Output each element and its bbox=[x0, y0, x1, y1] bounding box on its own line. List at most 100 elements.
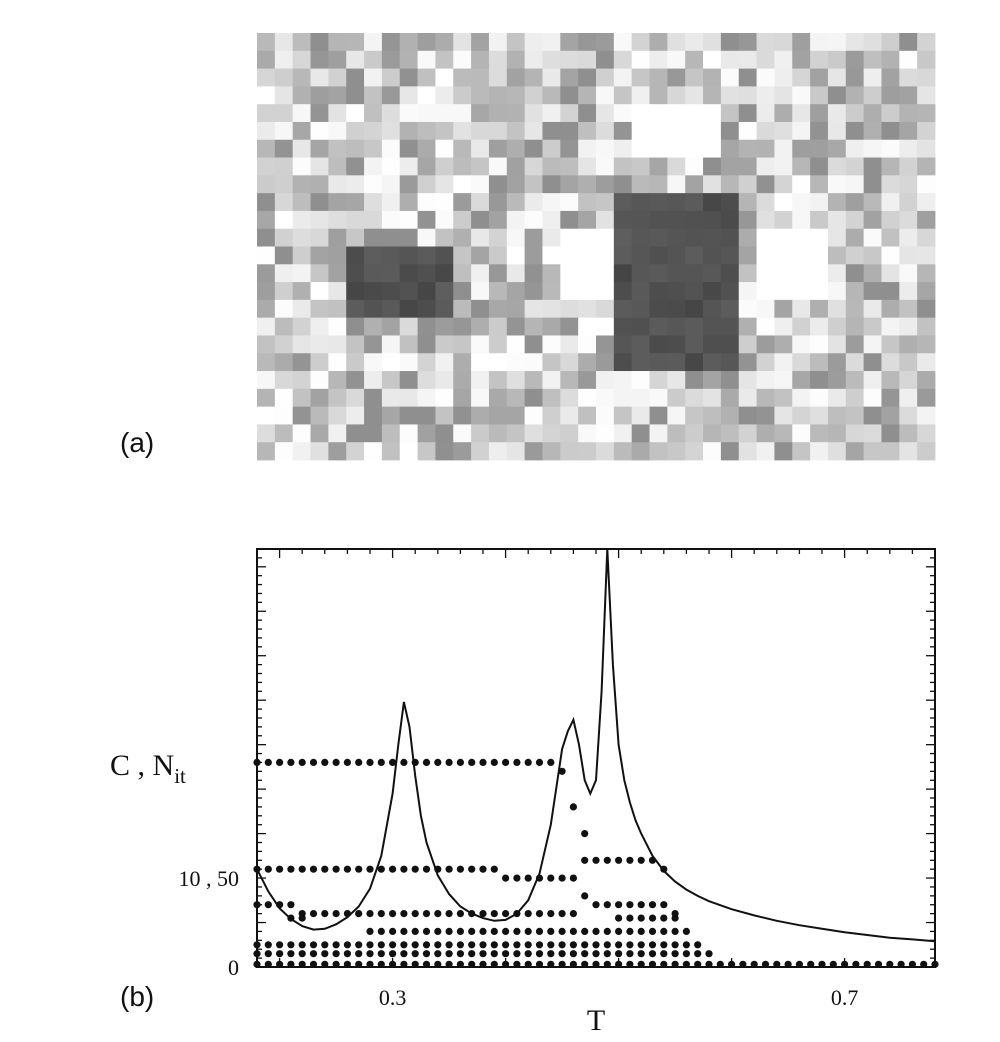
heatmap-cell bbox=[917, 299, 936, 319]
heatmap-cell bbox=[649, 299, 668, 319]
data-point bbox=[502, 874, 510, 882]
heatmap-cell bbox=[310, 335, 329, 354]
data-point bbox=[490, 865, 498, 873]
data-point bbox=[276, 758, 284, 767]
heatmap-cell bbox=[917, 442, 936, 461]
data-point bbox=[411, 960, 419, 968]
heatmap-cell bbox=[542, 121, 561, 141]
data-point bbox=[897, 960, 905, 968]
data-point bbox=[569, 950, 578, 958]
heatmap-cell bbox=[917, 121, 936, 141]
heatmap-cell bbox=[845, 388, 865, 408]
heatmap-cell bbox=[399, 299, 418, 319]
heatmap-cell bbox=[703, 388, 722, 408]
heatmap-cell bbox=[774, 442, 793, 461]
heatmap-cell bbox=[310, 264, 329, 283]
heatmap-cell bbox=[845, 86, 865, 105]
data-point bbox=[637, 960, 645, 968]
heatmap-cell bbox=[738, 371, 757, 390]
data-point bbox=[468, 865, 476, 873]
heatmap-cell bbox=[471, 33, 490, 52]
data-point bbox=[253, 941, 261, 949]
heatmap-cell bbox=[435, 104, 454, 123]
heatmap-cell bbox=[881, 50, 900, 69]
heatmap-cell bbox=[560, 157, 579, 176]
heatmap-cell bbox=[381, 210, 401, 230]
data-point bbox=[671, 927, 679, 936]
heatmap-cell bbox=[399, 353, 418, 372]
heatmap-cell bbox=[310, 442, 329, 461]
data-point bbox=[287, 941, 295, 949]
heatmap-cell bbox=[453, 68, 472, 87]
heatmap-cell bbox=[453, 210, 472, 230]
heatmap-cell bbox=[488, 228, 508, 247]
heatmap-cell bbox=[881, 210, 900, 230]
heatmap-cell bbox=[399, 121, 418, 141]
heatmap-cell bbox=[257, 371, 276, 390]
heatmap-cell bbox=[381, 246, 401, 265]
heatmap-cell bbox=[524, 406, 543, 425]
heatmap-cell bbox=[417, 317, 436, 336]
data-point bbox=[547, 960, 555, 968]
heatmap-cell bbox=[613, 388, 633, 408]
heatmap-cell bbox=[453, 264, 472, 283]
heatmap-cell bbox=[756, 442, 775, 461]
data-point bbox=[490, 910, 498, 918]
heatmap-cell bbox=[667, 139, 686, 158]
data-point bbox=[615, 914, 623, 922]
heatmap-cell bbox=[506, 33, 526, 52]
heatmap-cell bbox=[738, 228, 757, 247]
heatmap-cell bbox=[488, 157, 508, 176]
heatmap-cell bbox=[845, 104, 865, 123]
data-point bbox=[479, 865, 487, 873]
heatmap-cell bbox=[310, 317, 329, 336]
heatmap-cell bbox=[328, 210, 347, 230]
heatmap-cell bbox=[417, 86, 436, 105]
heatmap-cell bbox=[399, 282, 418, 301]
heatmap-cell bbox=[292, 210, 311, 230]
heatmap-cell bbox=[381, 104, 401, 123]
data-point bbox=[456, 950, 464, 958]
heatmap-cell bbox=[506, 50, 526, 69]
heatmap-cell bbox=[542, 175, 561, 194]
heatmap-cell bbox=[381, 299, 401, 319]
heatmap-cell bbox=[578, 104, 597, 123]
heatmap-cell bbox=[471, 317, 490, 336]
heatmap-cell bbox=[810, 282, 829, 301]
heatmap-cell bbox=[774, 68, 793, 87]
heatmap-cell bbox=[685, 139, 704, 158]
heatmap-cell bbox=[845, 264, 865, 283]
data-point bbox=[524, 927, 532, 936]
heatmap-cell bbox=[310, 388, 329, 408]
heatmap-cell bbox=[560, 210, 579, 230]
heatmap-cell bbox=[596, 371, 615, 390]
heat-capacity-curve bbox=[256, 548, 936, 943]
heatmap-cell bbox=[346, 353, 365, 372]
heatmap-cell bbox=[756, 371, 775, 390]
data-point bbox=[490, 941, 498, 949]
heatmap-cell bbox=[667, 104, 686, 123]
heatmap-cell bbox=[917, 406, 936, 425]
data-point bbox=[524, 941, 532, 949]
heatmap-cell bbox=[917, 86, 936, 105]
heatmap-cell bbox=[364, 442, 383, 461]
heatmap-cell bbox=[399, 86, 418, 105]
heatmap-cell bbox=[453, 86, 472, 105]
heatmap-cell bbox=[881, 299, 900, 319]
data-point bbox=[309, 941, 318, 949]
data-point bbox=[931, 960, 939, 968]
heatmap-cell bbox=[667, 442, 686, 461]
heatmap-cell bbox=[738, 175, 757, 194]
heatmap-cell bbox=[292, 121, 311, 141]
data-point bbox=[253, 960, 261, 968]
data-point bbox=[400, 960, 408, 968]
heatmap-cell bbox=[417, 282, 436, 301]
data-point bbox=[795, 960, 804, 968]
heatmap-cell bbox=[578, 193, 597, 212]
data-point bbox=[547, 950, 555, 958]
heatmap-cell bbox=[863, 317, 882, 336]
heatmap-cell bbox=[596, 86, 615, 105]
data-point bbox=[626, 901, 634, 909]
heatmap-cell bbox=[845, 282, 865, 301]
heatmap-cell bbox=[792, 157, 811, 176]
